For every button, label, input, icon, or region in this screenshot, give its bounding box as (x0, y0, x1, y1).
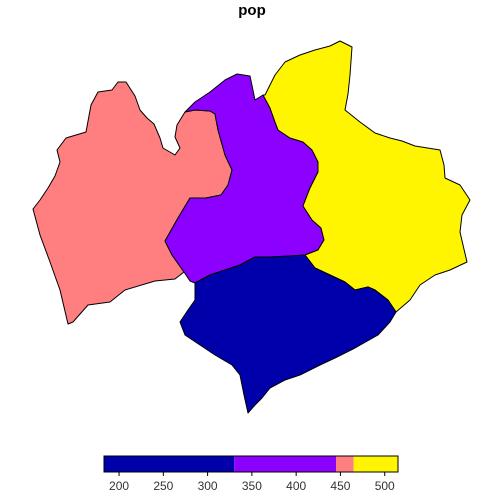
map-regions (32, 40, 471, 414)
legend-tick-label: 200 (109, 479, 129, 493)
legend-tick-label: 350 (242, 479, 262, 493)
legend-bin-1 (234, 456, 337, 472)
legend-tick-label: 250 (153, 479, 173, 493)
legend-color-bins (104, 456, 398, 472)
region-east[interactable] (262, 40, 471, 313)
region-south[interactable] (179, 254, 397, 414)
legend-frame (103, 455, 399, 473)
legend: 200 250 300 350 400 450 500 (103, 455, 399, 493)
legend-bin-0 (104, 456, 235, 472)
legend-tick-label: 500 (375, 479, 395, 493)
legend-bin-2 (336, 456, 354, 472)
map-title: pop (238, 2, 266, 19)
legend-tick-label: 400 (286, 479, 306, 493)
legend-ticks: 200 250 300 350 400 450 500 (109, 472, 395, 493)
legend-tick-label: 300 (198, 479, 218, 493)
legend-tick-label: 450 (330, 479, 350, 493)
legend-bin-3 (353, 456, 398, 472)
